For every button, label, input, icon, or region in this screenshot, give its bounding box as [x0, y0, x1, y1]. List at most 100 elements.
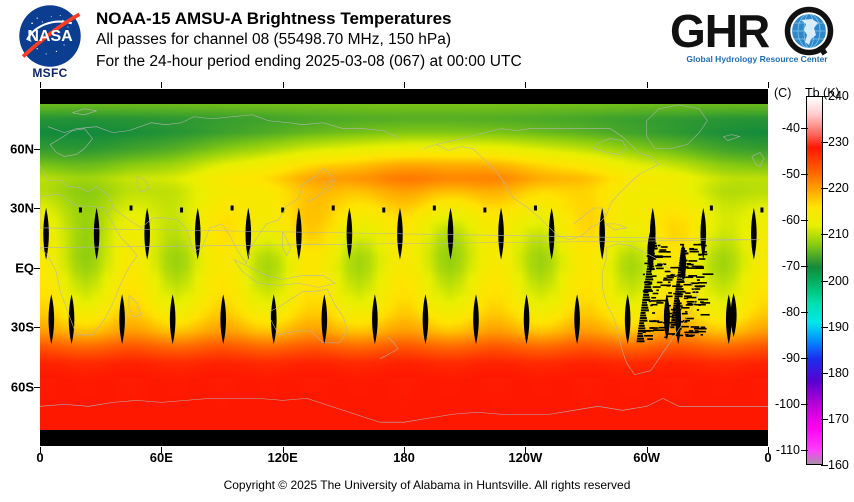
colorbar-kelvin-tick [821, 280, 828, 282]
scan-gap-mark [642, 273, 645, 276]
swath-gap [730, 293, 737, 338]
south-pole-no-data [40, 430, 768, 446]
scan-gap-mark [640, 314, 647, 317]
swath-gap [119, 294, 125, 345]
colorbar-celsius-tick [801, 219, 808, 221]
scan-gap-mark [656, 289, 659, 292]
scan-gap-mark [697, 282, 707, 284]
latitude-tick [34, 208, 40, 209]
coastline [72, 109, 96, 115]
scan-gap-mark [681, 312, 688, 315]
colorbar-kelvin-label: 160 [828, 458, 849, 472]
longitude-tick [525, 447, 527, 453]
brightness-temperature-map[interactable] [40, 89, 768, 446]
longitude-tick [768, 447, 769, 453]
scan-gap-mark [702, 244, 707, 247]
scan-gap-mark [654, 329, 665, 331]
swath-gap [663, 294, 670, 341]
longitude-tick [282, 447, 284, 453]
scan-gap-mark [688, 260, 698, 262]
scan-gap-mark [674, 297, 679, 300]
colorbar-kelvin-tick [821, 234, 828, 236]
scan-gap-mark [658, 251, 669, 253]
svg-text:NASA: NASA [27, 28, 73, 45]
scan-gap-mark [678, 269, 683, 272]
scan-gap-mark [129, 205, 133, 211]
swath-gap [498, 207, 504, 260]
swath-gap [220, 294, 227, 345]
colorbar-celsius-label: -110 [775, 443, 800, 458]
scan-gap-mark [662, 255, 672, 258]
latitude-label: 30N [10, 200, 34, 216]
coastline [234, 260, 335, 288]
ghrc-logo: GHR Global Hydrology Resource Center [670, 6, 838, 74]
coastline [113, 168, 335, 263]
coastline [424, 145, 606, 240]
scan-gap-mark [653, 329, 658, 331]
scan-gap-mark [691, 288, 701, 290]
swath-gap [270, 294, 277, 345]
scan-gap-mark [643, 288, 652, 291]
scan-gap-mark [671, 316, 680, 319]
colorbar-celsius-label: -40 [781, 120, 800, 135]
swath-gap [169, 294, 176, 345]
coastline [380, 337, 398, 359]
scan-gap-mark [685, 304, 693, 306]
swath-gap [321, 294, 328, 345]
scan-gap-mark [637, 332, 643, 335]
scan-gap-mark [697, 330, 706, 333]
longitude-tick [404, 82, 405, 88]
scan-gap-mark [694, 267, 704, 270]
colorbar-kelvin-label: 190 [828, 319, 849, 334]
latitude-tick [34, 327, 40, 328]
longitude-tick [40, 447, 41, 453]
swath-gap [422, 294, 429, 345]
scan-gap-mark [674, 275, 683, 277]
scan-gap-mark [671, 321, 678, 324]
colorbar-kelvin-label: 240 [828, 89, 849, 103]
nasa-meatball-icon: NASA [19, 5, 81, 67]
swath-gap [194, 207, 201, 260]
longitude-tick [282, 82, 284, 88]
scan-gap-mark [656, 299, 667, 302]
scan-gap-mark [700, 326, 706, 329]
coastline [40, 194, 760, 335]
longitude-label: 60E [149, 450, 173, 465]
scan-gap-mark [637, 329, 646, 332]
swath-gap [473, 294, 479, 345]
scan-gap-mark [666, 333, 676, 335]
period-subtitle: For the 24-hour period ending 2025-03-08… [96, 53, 522, 70]
scan-gap-mark [644, 334, 654, 337]
scan-gap-mark [656, 281, 663, 284]
scan-gap-mark [644, 283, 651, 286]
longitude-label: 60W [633, 450, 661, 465]
scan-gap-mark [648, 300, 652, 303]
scan-gap-mark [432, 205, 436, 211]
latitude-tick [34, 386, 40, 388]
scan-gap-mark [640, 311, 646, 314]
colorbar-celsius-tick [801, 265, 808, 267]
scan-gap-mark [660, 284, 671, 287]
scan-gap-mark [675, 285, 682, 288]
scan-gap-mark [662, 279, 673, 281]
coastline [283, 232, 291, 256]
colorbar-kelvin-label: 210 [828, 227, 849, 242]
scan-gap-mark [641, 301, 647, 304]
scan-gap-mark [696, 309, 700, 311]
scan-gap-mark [689, 250, 699, 253]
scan-gap-mark [684, 331, 693, 334]
scan-gap-mark [673, 300, 680, 303]
scan-gap-mark [331, 205, 335, 211]
scan-gap-mark [672, 309, 681, 312]
scan-gap-mark [651, 303, 658, 306]
swath-gap [245, 207, 252, 260]
scan-gap-mark [696, 279, 700, 281]
colorbar-celsius-label: -100 [774, 397, 800, 412]
swath-gap [43, 207, 49, 260]
scan-gap-mark [641, 304, 648, 307]
colorbar-celsius-tick [801, 127, 808, 129]
scan-gap-mark [281, 207, 285, 213]
latitude-label: EQ [15, 260, 34, 275]
north-pole-no-data [40, 89, 768, 104]
swath-gap [296, 207, 302, 260]
